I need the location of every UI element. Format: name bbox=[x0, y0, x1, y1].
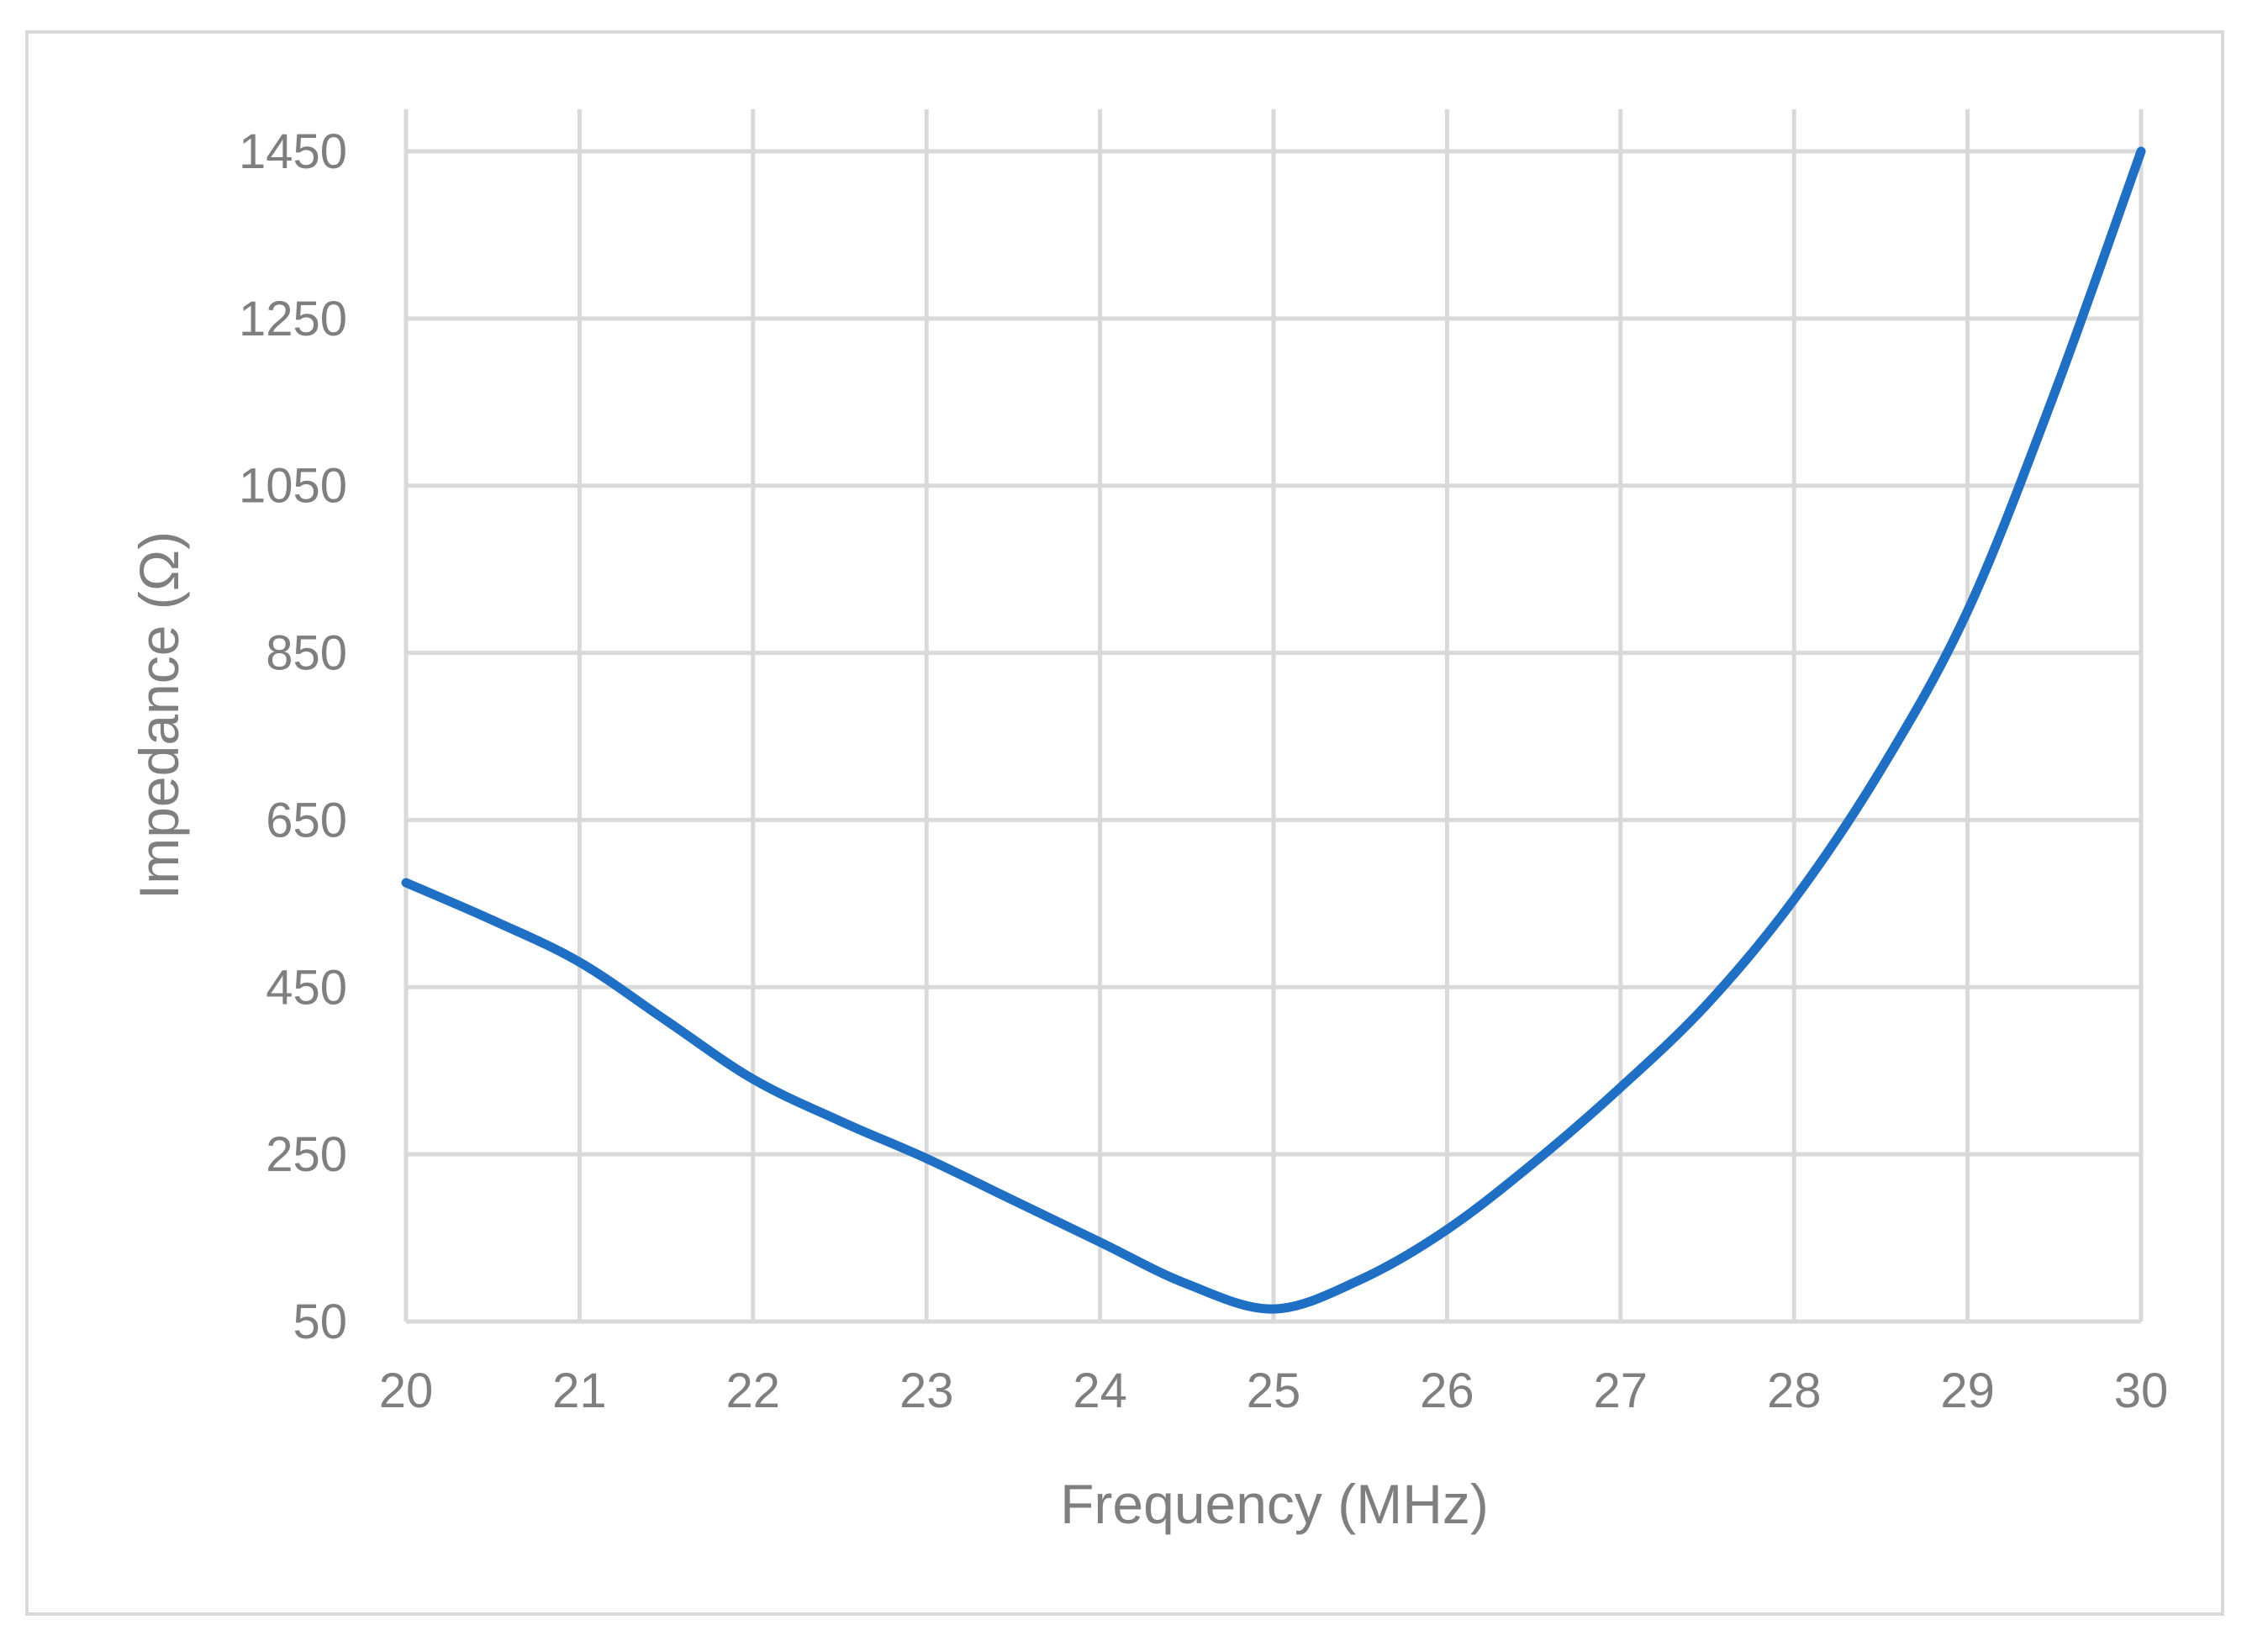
x-tick-label: 23 bbox=[899, 1364, 954, 1418]
x-tick-label: 24 bbox=[1073, 1364, 1127, 1418]
y-tick-label: 1450 bbox=[239, 124, 347, 179]
y-tick-label: 1050 bbox=[239, 459, 347, 514]
y-tick-label: 650 bbox=[266, 793, 347, 847]
y-axis-title: Impedance (Ω) bbox=[128, 531, 190, 899]
x-axis-title: Frequency (MHz) bbox=[1060, 1473, 1489, 1535]
x-tick-label: 29 bbox=[1940, 1364, 1995, 1418]
x-tick-label: 25 bbox=[1247, 1364, 1301, 1418]
x-tick-labels: 20 21 22 23 24 25 26 27 28 29 30 bbox=[379, 1364, 2169, 1418]
x-tick-label: 30 bbox=[2114, 1364, 2169, 1418]
y-tick-label: 1250 bbox=[239, 292, 347, 346]
x-tick-label: 22 bbox=[726, 1364, 781, 1418]
x-tick-label: 28 bbox=[1767, 1364, 1822, 1418]
x-tick-label: 21 bbox=[552, 1364, 607, 1418]
y-tick-label: 850 bbox=[266, 626, 347, 681]
y-tick-label: 450 bbox=[266, 960, 347, 1015]
impedance-series-line bbox=[401, 146, 2146, 1314]
x-tick-label: 20 bbox=[379, 1364, 434, 1418]
x-tick-label: 27 bbox=[1594, 1364, 1648, 1418]
grid bbox=[403, 109, 2144, 1324]
series-layer bbox=[401, 146, 2146, 1314]
chart-frame bbox=[25, 30, 2224, 1616]
y-tick-label: 50 bbox=[293, 1295, 347, 1349]
y-tick-labels: 50 250 450 650 850 1050 1250 1450 bbox=[239, 124, 347, 1349]
x-tick-label: 26 bbox=[1420, 1364, 1474, 1418]
y-tick-label: 250 bbox=[266, 1127, 347, 1182]
